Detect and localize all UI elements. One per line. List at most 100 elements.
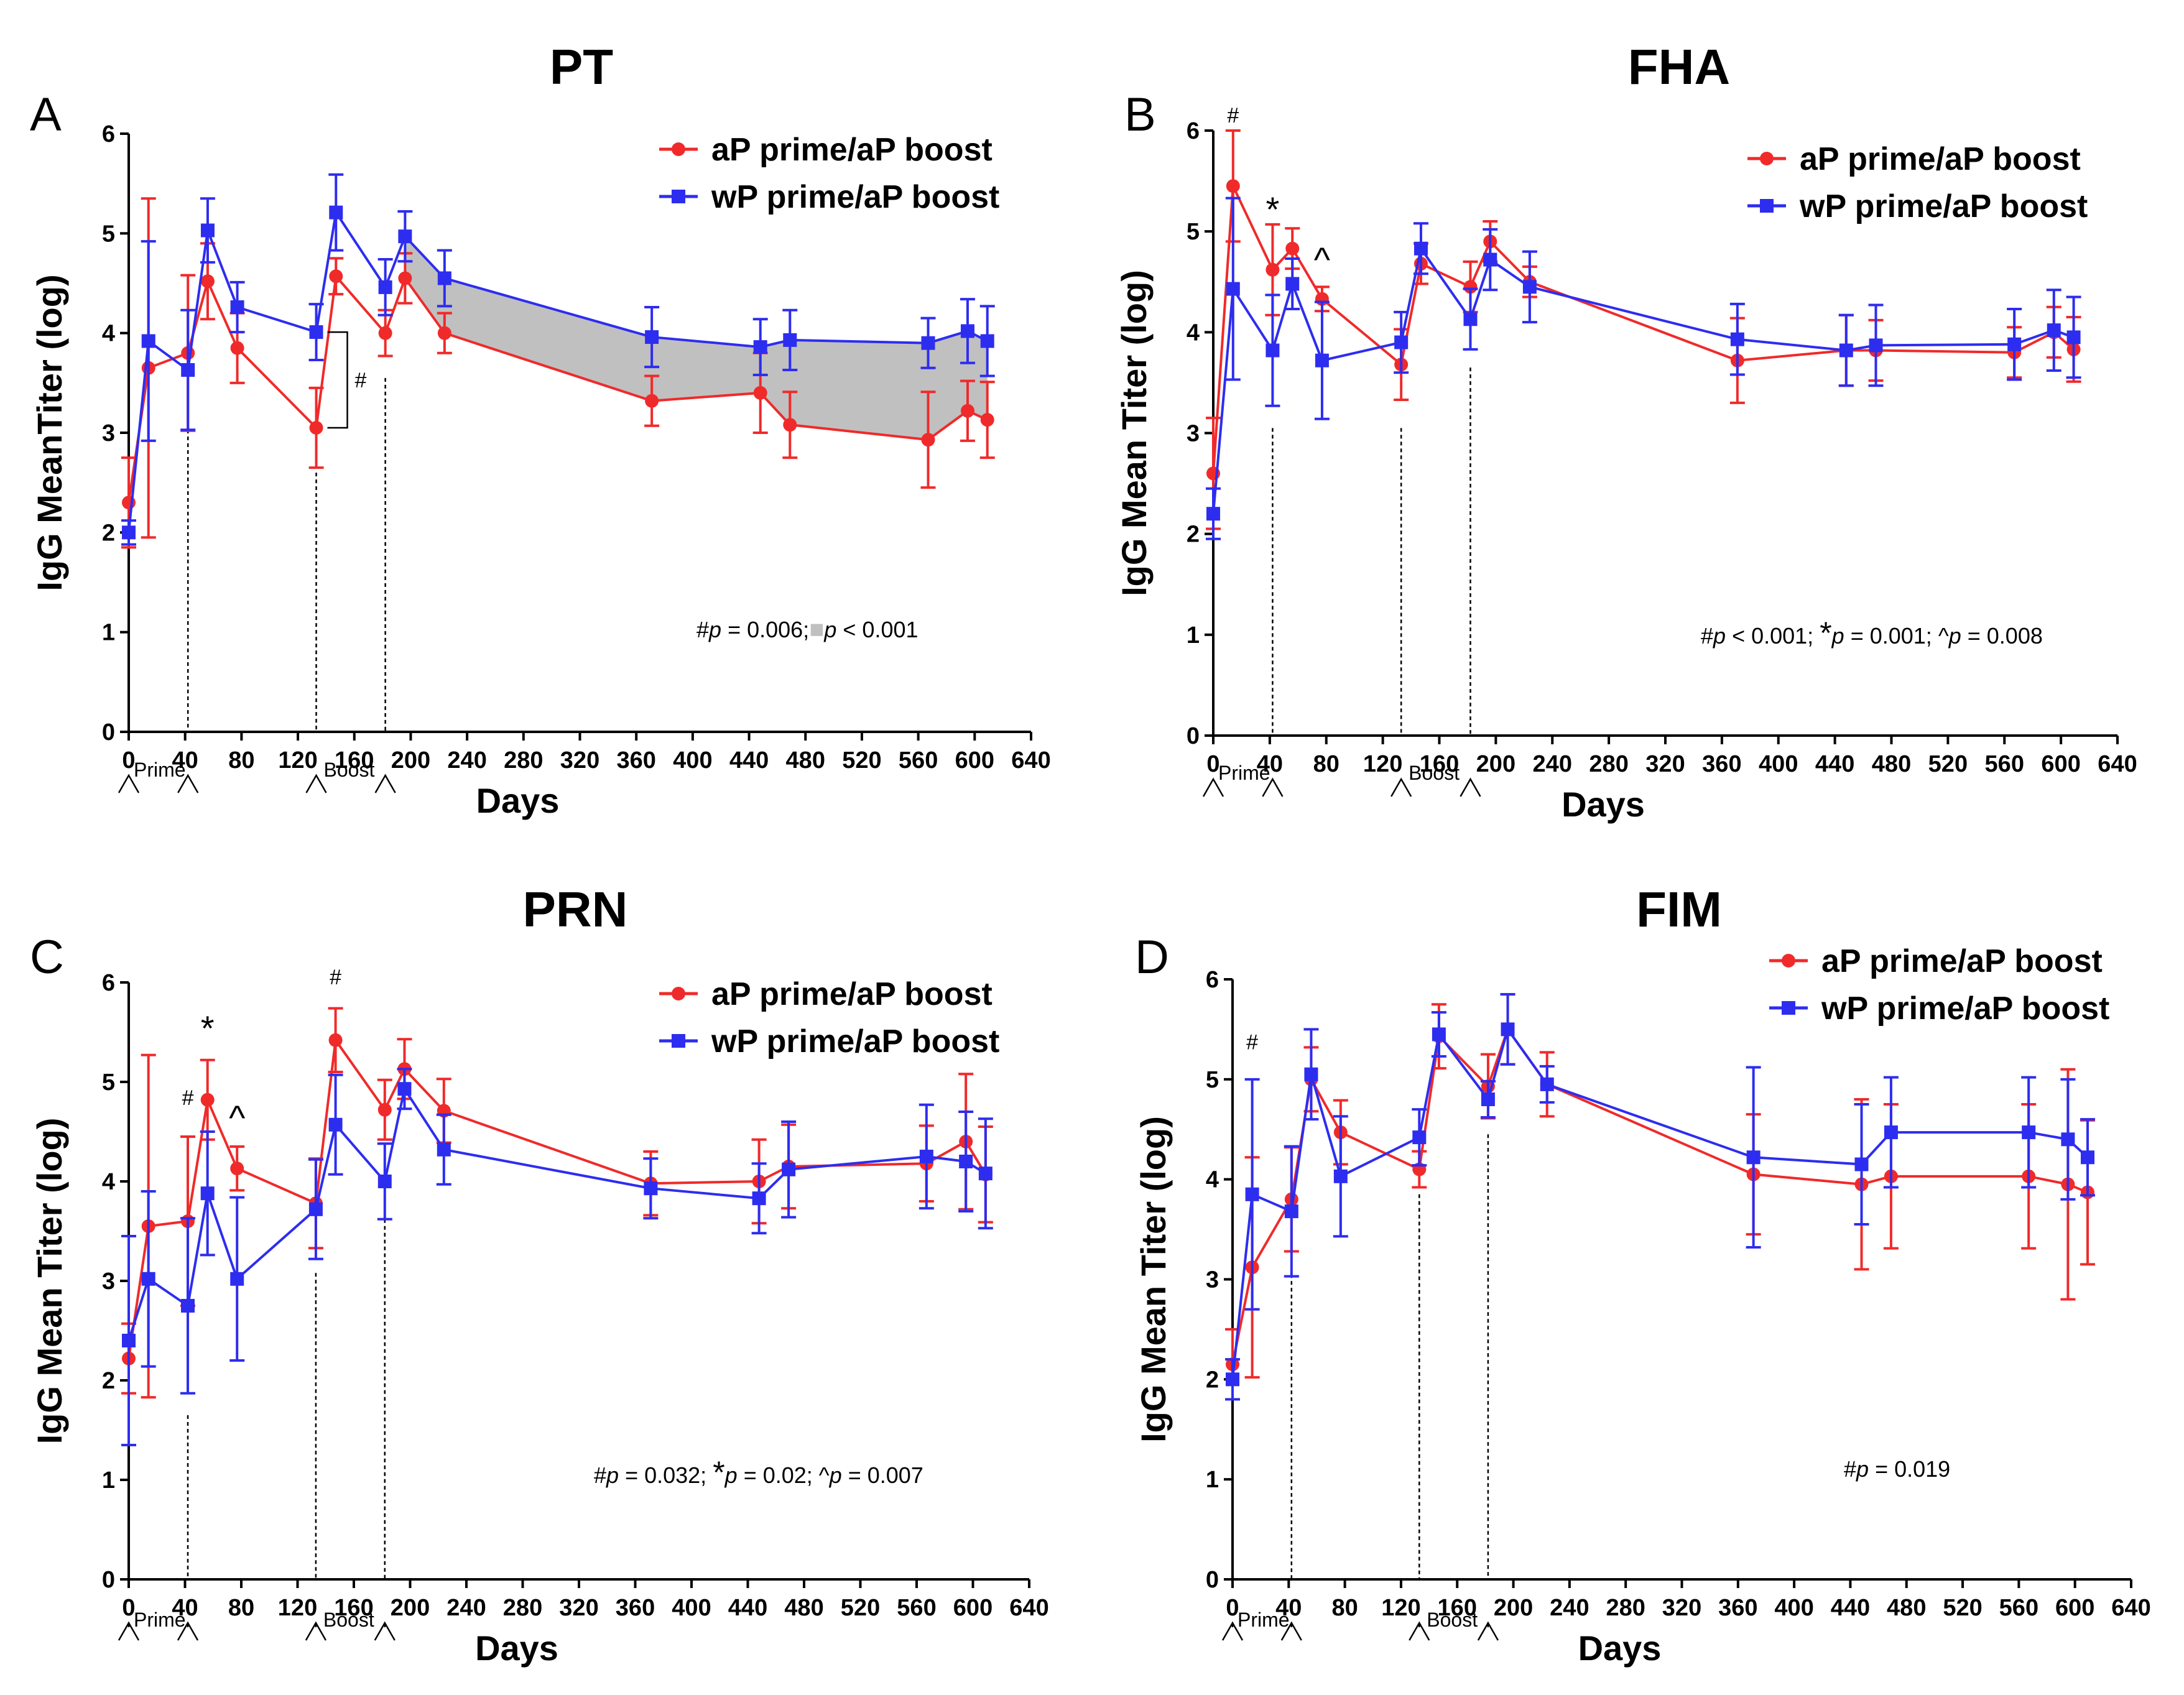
- pvalue-part: ^: [1938, 623, 1949, 649]
- x-tick-label: 240: [447, 1595, 486, 1621]
- panel-letter: B: [1124, 88, 1156, 141]
- x-tick-label: 160: [1438, 1595, 1477, 1621]
- x-tick-label: 40: [1257, 751, 1283, 777]
- x-tick-label: 40: [172, 747, 198, 774]
- data-point-ap: [645, 394, 659, 408]
- series-line-ap: [1231, 1027, 2088, 1365]
- y-tick-label: 5: [102, 221, 115, 247]
- series-line-ap: [127, 273, 988, 503]
- data-point-ap: [309, 420, 323, 435]
- schedule-arrow: [374, 774, 396, 793]
- x-tick-label: 520: [1928, 751, 1968, 777]
- data-point-wp: [1206, 507, 1220, 521]
- data-point-wp: [1315, 353, 1329, 367]
- series-wp: [121, 1068, 993, 1446]
- data-point-wp: [141, 1272, 155, 1286]
- data-point-wp: [1285, 277, 1300, 291]
- x-tick-label: 640: [2111, 1595, 2150, 1621]
- prime-label: Prime: [134, 1609, 186, 1631]
- data-point-wp: [960, 324, 974, 338]
- pvalue-part: p: [829, 1462, 842, 1488]
- legend-label-ap: aP prime/aP boost: [1800, 141, 2081, 177]
- schedule-arrow: [177, 1621, 199, 1641]
- prime-label: Prime: [1238, 1609, 1290, 1631]
- legend-label-wp: wP prime/aP boost: [711, 1023, 999, 1060]
- x-tick-label: 280: [1589, 751, 1628, 777]
- data-point-wp: [437, 1142, 451, 1157]
- data-point-wp: [1412, 1130, 1427, 1145]
- legend-marker-wp: [672, 1034, 685, 1048]
- data-point-wp: [200, 1186, 215, 1201]
- y-tick-label: 6: [102, 970, 115, 996]
- x-tick-label: 640: [1011, 747, 1050, 774]
- data-point-wp: [1394, 335, 1409, 349]
- pvalue-part: *: [713, 1455, 724, 1490]
- pvalue-part: = 0.006;: [721, 617, 809, 642]
- x-tick-label: 480: [1872, 751, 1911, 777]
- x-tick-label: 280: [504, 747, 543, 774]
- x-tick-label: 240: [447, 747, 486, 774]
- x-tick-label: 320: [1662, 1595, 1701, 1621]
- pvalue-part: = 0.02;: [738, 1462, 819, 1488]
- pvalue-part: p: [1831, 623, 1844, 649]
- x-tick-label: 360: [616, 1595, 655, 1621]
- x-tick-label: 80: [1313, 751, 1340, 777]
- data-point-ap: [753, 386, 767, 400]
- data-point-wp: [377, 1175, 392, 1188]
- schedule-arrow: [1221, 1621, 1244, 1641]
- data-point-wp: [398, 229, 412, 244]
- legend: aP prime/aP boost wP prime/aP boost: [1747, 141, 2088, 224]
- panel-letter: A: [30, 88, 62, 141]
- schedule-arrow: [374, 1621, 396, 1641]
- significance-mark: ^: [1314, 240, 1330, 279]
- y-tick-label: 6: [102, 121, 115, 147]
- y-tick-label: 3: [102, 420, 115, 446]
- data-point-wp: [2007, 337, 2022, 351]
- data-point-wp: [782, 1162, 796, 1176]
- y-tick-label: 0: [102, 719, 115, 746]
- data-point-ap: [329, 269, 343, 284]
- panel-title: PT: [550, 39, 613, 95]
- pvalue-part: = 0.008: [1961, 623, 2043, 649]
- series-line-ap: [1212, 181, 2075, 474]
- panel-letter: D: [1135, 931, 1169, 984]
- schedule-arrow: [305, 1621, 326, 1641]
- schedule-arrow: [1280, 1621, 1302, 1641]
- data-point-wp: [200, 223, 215, 238]
- x-tick-label: 360: [1702, 751, 1741, 777]
- data-point-ap: [230, 1162, 244, 1176]
- legend-marker-ap: [1782, 954, 1795, 968]
- x-axis-title: Days: [1578, 1628, 1662, 1668]
- y-tick-label: 5: [1187, 219, 1200, 245]
- panel-title: PRN: [523, 882, 628, 937]
- y-tick-label: 5: [1206, 1067, 1219, 1093]
- data-point-wp: [921, 336, 935, 350]
- y-tick-label: 1: [102, 1467, 115, 1494]
- x-tick-label: 600: [953, 1595, 993, 1621]
- x-tick-label: 480: [1887, 1595, 1926, 1621]
- boost-label: Boost: [323, 1609, 374, 1631]
- data-point-wp: [1463, 312, 1478, 326]
- y-axis-title: IgG Mean Titer (log): [1134, 1116, 1173, 1443]
- x-tick-label: 80: [228, 747, 254, 774]
- series-ap: [1225, 993, 2096, 1401]
- data-point-wp: [645, 330, 659, 344]
- data-point-ap: [200, 274, 215, 289]
- data-point-wp: [1884, 1125, 1898, 1140]
- pvalue-part: #: [1844, 1456, 1856, 1482]
- schedule-arrow: [1202, 777, 1224, 797]
- y-tick-label: 4: [102, 321, 115, 347]
- significance-mark: #: [1227, 104, 1239, 127]
- y-tick-label: 2: [1187, 522, 1200, 548]
- series-line-wp: [127, 1086, 986, 1341]
- data-point-ap: [783, 418, 797, 432]
- x-tick-label: 400: [1774, 1595, 1813, 1621]
- data-point-wp: [752, 1191, 766, 1206]
- legend-marker-wp: [672, 190, 685, 203]
- schedule-arrow: [1409, 1621, 1430, 1641]
- significance-mark: #: [330, 966, 341, 989]
- x-tick-label: 400: [1759, 751, 1798, 777]
